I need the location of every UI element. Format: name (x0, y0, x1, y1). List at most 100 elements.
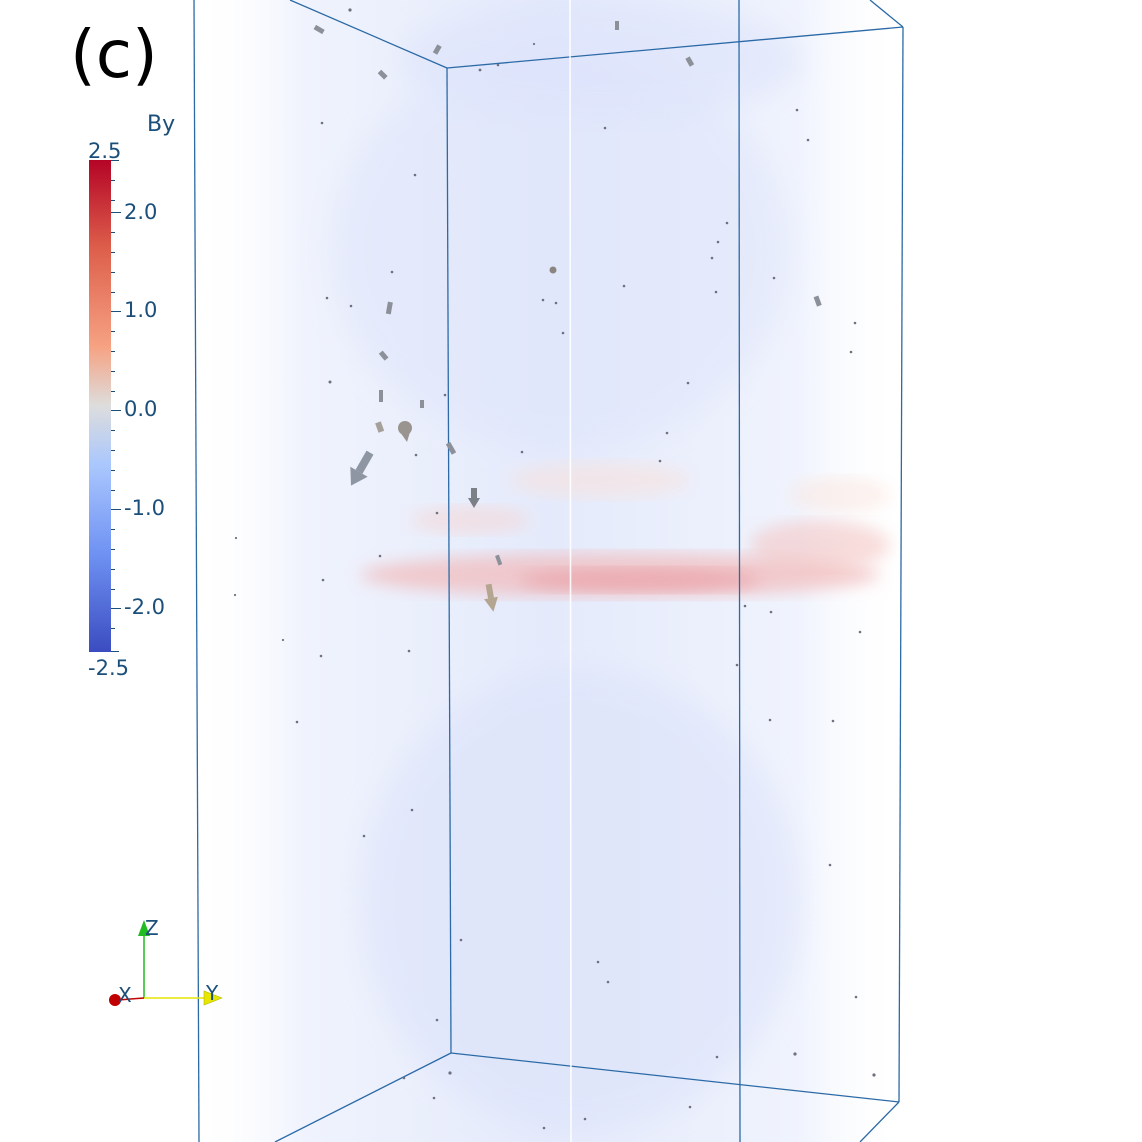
glyph-dot (806, 138, 810, 142)
glyph-dot (320, 121, 324, 125)
arrow-glyph-icon (398, 421, 412, 442)
colorbar-tick-label: 1.0 (124, 298, 158, 322)
colorbar-max-label: 2.5 (88, 139, 122, 163)
glyph-dot (710, 256, 714, 260)
glyph-dot (348, 8, 352, 12)
glyph-dot (319, 654, 323, 658)
glyph-dot (459, 938, 463, 942)
arrow-glyph-icon (375, 421, 385, 433)
glyph-dot (325, 296, 329, 300)
z-axis-label: Z (145, 916, 159, 940)
glyph-dot (735, 663, 739, 667)
y-axis-arrow-icon (203, 990, 223, 1006)
glyph-dot (583, 1117, 587, 1121)
glyph-dot (854, 995, 858, 999)
glyph-dot (443, 393, 447, 397)
arrow-glyph-icon (685, 56, 695, 67)
colorbar-tick-label: 0.0 (124, 397, 158, 421)
box-edge (193, 0, 200, 1142)
glyph-dot (407, 649, 411, 653)
box-edge (446, 67, 452, 1054)
colorbar-tick-label: 2.0 (124, 200, 158, 224)
arrow-glyph-icon (385, 301, 393, 315)
arrow-glyph-icon (549, 266, 557, 274)
glyph-dot (715, 1055, 719, 1059)
glyph-dot (793, 1052, 797, 1056)
glyph-dot (603, 126, 607, 130)
glyph-dot (688, 1105, 692, 1109)
x-axis-dot-icon (109, 994, 121, 1006)
orientation-axes (109, 920, 223, 1006)
arrow-glyph-icon (495, 554, 503, 566)
glyph-dot (281, 638, 285, 642)
glyph-dot (233, 593, 237, 597)
arrow-glyph-icon (350, 450, 374, 486)
glyph-dot (378, 554, 382, 558)
arrow-glyph-icon (445, 441, 457, 455)
glyph-dot (622, 284, 626, 288)
glyph-dot (541, 298, 545, 302)
glyph-dot (665, 431, 669, 435)
x-axis-label: X (118, 983, 132, 1007)
x-axis-line (117, 997, 145, 1001)
glyph-dot (831, 719, 835, 723)
glyph-dot (402, 1076, 406, 1080)
box-edge (869, 0, 904, 28)
glyph-dot (349, 304, 353, 308)
glyph-dot (606, 980, 610, 984)
arrow-glyph-icon (813, 295, 822, 307)
box-edge (274, 1052, 452, 1142)
glyph-dot (554, 301, 558, 305)
glyph-dot (714, 290, 718, 294)
colorbar-gradient (89, 160, 111, 652)
arrow-glyph-icon (615, 21, 619, 30)
glyph-dot (658, 459, 662, 463)
arrow-glyph-icon (484, 583, 498, 612)
glyph-dot (828, 863, 832, 867)
glyph-dot (435, 1018, 439, 1022)
colorbar-tick-label: -1.0 (124, 496, 165, 520)
box-edge (450, 1052, 900, 1103)
glyph-dot (686, 381, 690, 385)
glyph-dot (769, 610, 773, 614)
glyph-dot (435, 511, 439, 515)
glyph-dot (596, 960, 600, 964)
current-sheet-red (360, 462, 890, 597)
glyph-dot (743, 604, 747, 608)
glyph-dot (414, 453, 418, 457)
glyph-dot (872, 1073, 876, 1077)
colorbar-tick-label: -2.0 (124, 595, 165, 619)
glyph-dot (849, 350, 853, 354)
arrow-glyph-icon-group (313, 21, 822, 612)
glyph-dot (410, 808, 414, 812)
glyph-dot (321, 578, 325, 582)
arrow-glyph-icon (378, 350, 389, 361)
panel-label: (c) (70, 16, 158, 93)
arrow-glyph-icon (432, 44, 442, 55)
glyph-dot (362, 834, 366, 838)
arrow-glyph-icon (379, 390, 383, 402)
glyph-dot (532, 42, 536, 46)
box-edge (898, 26, 904, 1103)
glyph-dot (448, 1071, 452, 1075)
glyph-dot (413, 173, 417, 177)
domain-bounding-box (193, 0, 904, 1142)
y-axis-label: Y (206, 981, 219, 1005)
glyph-dot (853, 321, 857, 325)
colorbar-min-label: -2.5 (88, 656, 129, 680)
glyph-dot (295, 720, 299, 724)
box-edge (446, 26, 904, 69)
glyph-dot (772, 276, 776, 280)
glyph-dot (795, 108, 799, 112)
glyph-dot (768, 718, 772, 722)
arrow-glyph-icon (313, 24, 325, 35)
glyph-dot (716, 240, 720, 244)
glyph-dot (725, 221, 729, 225)
glyph-dot (542, 1126, 546, 1130)
colorbar-ticks (111, 160, 121, 652)
arrow-glyph-icon (420, 400, 424, 408)
colorbar-title: By (147, 112, 176, 137)
z-axis-arrow-icon (138, 920, 150, 936)
